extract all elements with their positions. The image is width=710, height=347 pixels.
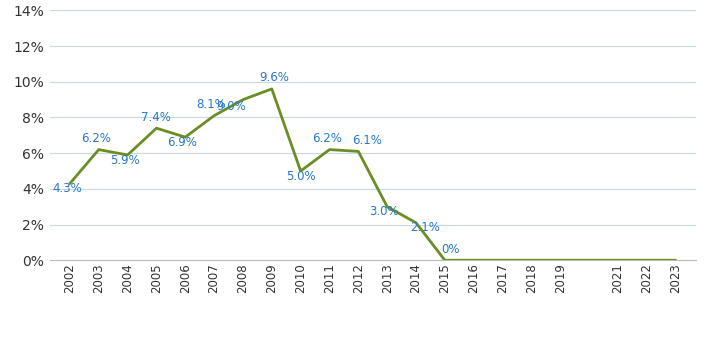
Text: 6.2%: 6.2% bbox=[81, 132, 111, 145]
Text: 5.9%: 5.9% bbox=[110, 154, 140, 167]
Text: 8.1%: 8.1% bbox=[197, 98, 226, 111]
Text: 2.1%: 2.1% bbox=[410, 221, 439, 234]
Text: 6.9%: 6.9% bbox=[168, 136, 197, 149]
Text: 7.4%: 7.4% bbox=[141, 111, 171, 124]
Text: 5.0%: 5.0% bbox=[286, 170, 315, 183]
Text: 3.0%: 3.0% bbox=[369, 205, 399, 218]
Text: 6.2%: 6.2% bbox=[312, 132, 342, 145]
Text: 4.3%: 4.3% bbox=[52, 182, 82, 195]
Text: 9.6%: 9.6% bbox=[260, 71, 290, 84]
Text: 0%: 0% bbox=[442, 243, 460, 256]
Text: 9.0%: 9.0% bbox=[217, 100, 246, 113]
Text: 6.1%: 6.1% bbox=[352, 134, 382, 147]
